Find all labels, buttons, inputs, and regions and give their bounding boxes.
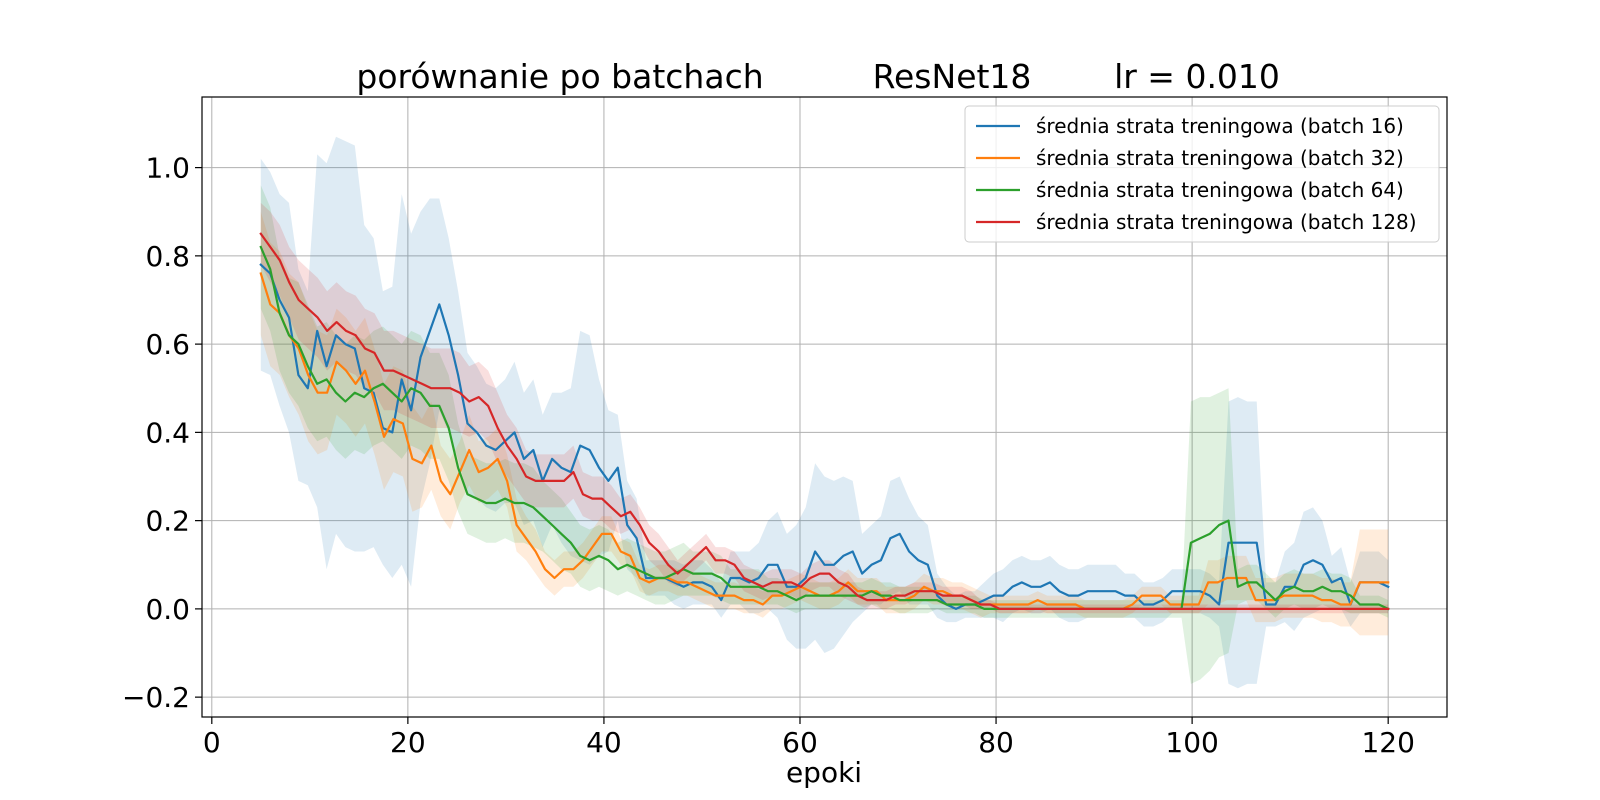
legend-label: średnia strata treningowa (batch 32) <box>1036 146 1404 170</box>
x-tick-label: 20 <box>390 726 426 759</box>
legend-entry: średnia strata treningowa (batch 16) <box>976 114 1404 138</box>
chart-title-part-1: porównanie po batchach <box>356 57 763 96</box>
chart-title-part-3: lr = 0.010 <box>1114 57 1280 96</box>
y-tick-label: 0.8 <box>145 240 190 273</box>
legend: średnia strata treningowa (batch 16) śred… <box>964 105 1440 243</box>
x-tick-label: 60 <box>782 726 818 759</box>
confidence-bands <box>260 136 1389 689</box>
series-line-3 <box>259 245 1390 611</box>
legend-entry: średnia strata treningowa (batch 128) <box>976 210 1417 234</box>
y-axis: −0.2 0.0 0.2 0.4 0.6 0.8 1.0 <box>122 152 202 714</box>
y-tick-label: 1.0 <box>145 152 190 185</box>
y-tick-label: 0.2 <box>145 505 190 538</box>
series-lines <box>259 232 1390 611</box>
grid <box>202 97 1447 717</box>
plot-area-frame <box>201 96 1448 718</box>
chart-title-part-2: ResNet18 <box>873 57 1032 96</box>
confidence-band-series-1 <box>260 136 1389 689</box>
x-tick-label: 80 <box>978 726 1014 759</box>
y-tick-label: 0.6 <box>145 328 190 361</box>
x-tick-label: 40 <box>586 726 622 759</box>
x-tick-label: 0 <box>203 726 221 759</box>
legend-label: średnia strata treningowa (batch 64) <box>1036 178 1404 202</box>
y-tick-label: 0.4 <box>145 416 190 449</box>
legend-entry: średnia strata treningowa (batch 64) <box>976 178 1404 202</box>
confidence-band-series-4 <box>260 202 1389 614</box>
legend-label: średnia strata treningowa (batch 16) <box>1036 114 1404 138</box>
y-tick-label: −0.2 <box>122 681 190 714</box>
legend-entry: średnia strata treningowa (batch 32) <box>976 146 1404 170</box>
x-tick-label: 100 <box>1165 726 1218 759</box>
series-line-1 <box>259 263 1390 611</box>
legend-box <box>964 105 1440 243</box>
y-tick-label: 0.0 <box>145 593 190 626</box>
confidence-band-series-3 <box>260 185 1389 684</box>
x-axis: 0 20 40 60 80 100 120 <box>203 717 1415 759</box>
chart-title: porównanie po batchach ResNet18 lr = 0.0… <box>356 57 1280 96</box>
series-line-4 <box>259 232 1390 611</box>
legend-label: średnia strata treningowa (batch 128) <box>1036 210 1417 234</box>
confidence-band-series-2 <box>260 211 1389 636</box>
x-axis-label: epoki <box>786 756 862 789</box>
x-tick-label: 120 <box>1361 726 1414 759</box>
